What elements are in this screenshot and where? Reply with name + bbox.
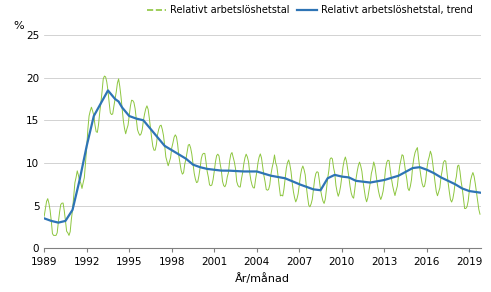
Relativt arbetslöshetstal, trend	[423, 168, 429, 171]
Line: Relativt arbetslöshetstal, trend: Relativt arbetslöshetstal, trend	[44, 91, 480, 223]
Text: %: %	[14, 21, 24, 31]
Legend: Relativt arbetslöshetstal, Relativt arbetslöshetstal, trend: Relativt arbetslöshetstal, Relativt arbe…	[143, 1, 476, 19]
Relativt arbetslöshetstal	[41, 214, 47, 218]
Relativt arbetslöshetstal	[361, 188, 367, 191]
Relativt arbetslöshetstal	[218, 169, 224, 172]
Relativt arbetslöshetstal	[402, 161, 408, 165]
Relativt arbetslöshetstal, trend	[41, 217, 47, 220]
Relativt arbetslöshetstal, trend	[119, 106, 125, 109]
Relativt arbetslöshetstal, trend	[218, 169, 224, 172]
Relativt arbetslöshetstal, trend	[214, 168, 219, 172]
Relativt arbetslöshetstal	[119, 107, 125, 111]
Relativt arbetslöshetstal	[423, 178, 429, 182]
Relativt arbetslöshetstal, trend	[361, 180, 367, 184]
Relativt arbetslöshetstal	[214, 154, 219, 157]
Line: Relativt arbetslöshetstal: Relativt arbetslöshetstal	[44, 76, 480, 235]
Relativt arbetslöshetstal, trend	[402, 171, 408, 174]
Relativt arbetslöshetstal	[102, 74, 108, 78]
X-axis label: År/månad: År/månad	[235, 273, 290, 284]
Relativt arbetslöshetstal, trend	[105, 89, 111, 92]
Relativt arbetslöshetstal	[477, 213, 483, 216]
Relativt arbetslöshetstal	[51, 234, 56, 237]
Relativt arbetslöshetstal, trend	[477, 191, 483, 194]
Relativt arbetslöshetstal, trend	[55, 221, 61, 224]
